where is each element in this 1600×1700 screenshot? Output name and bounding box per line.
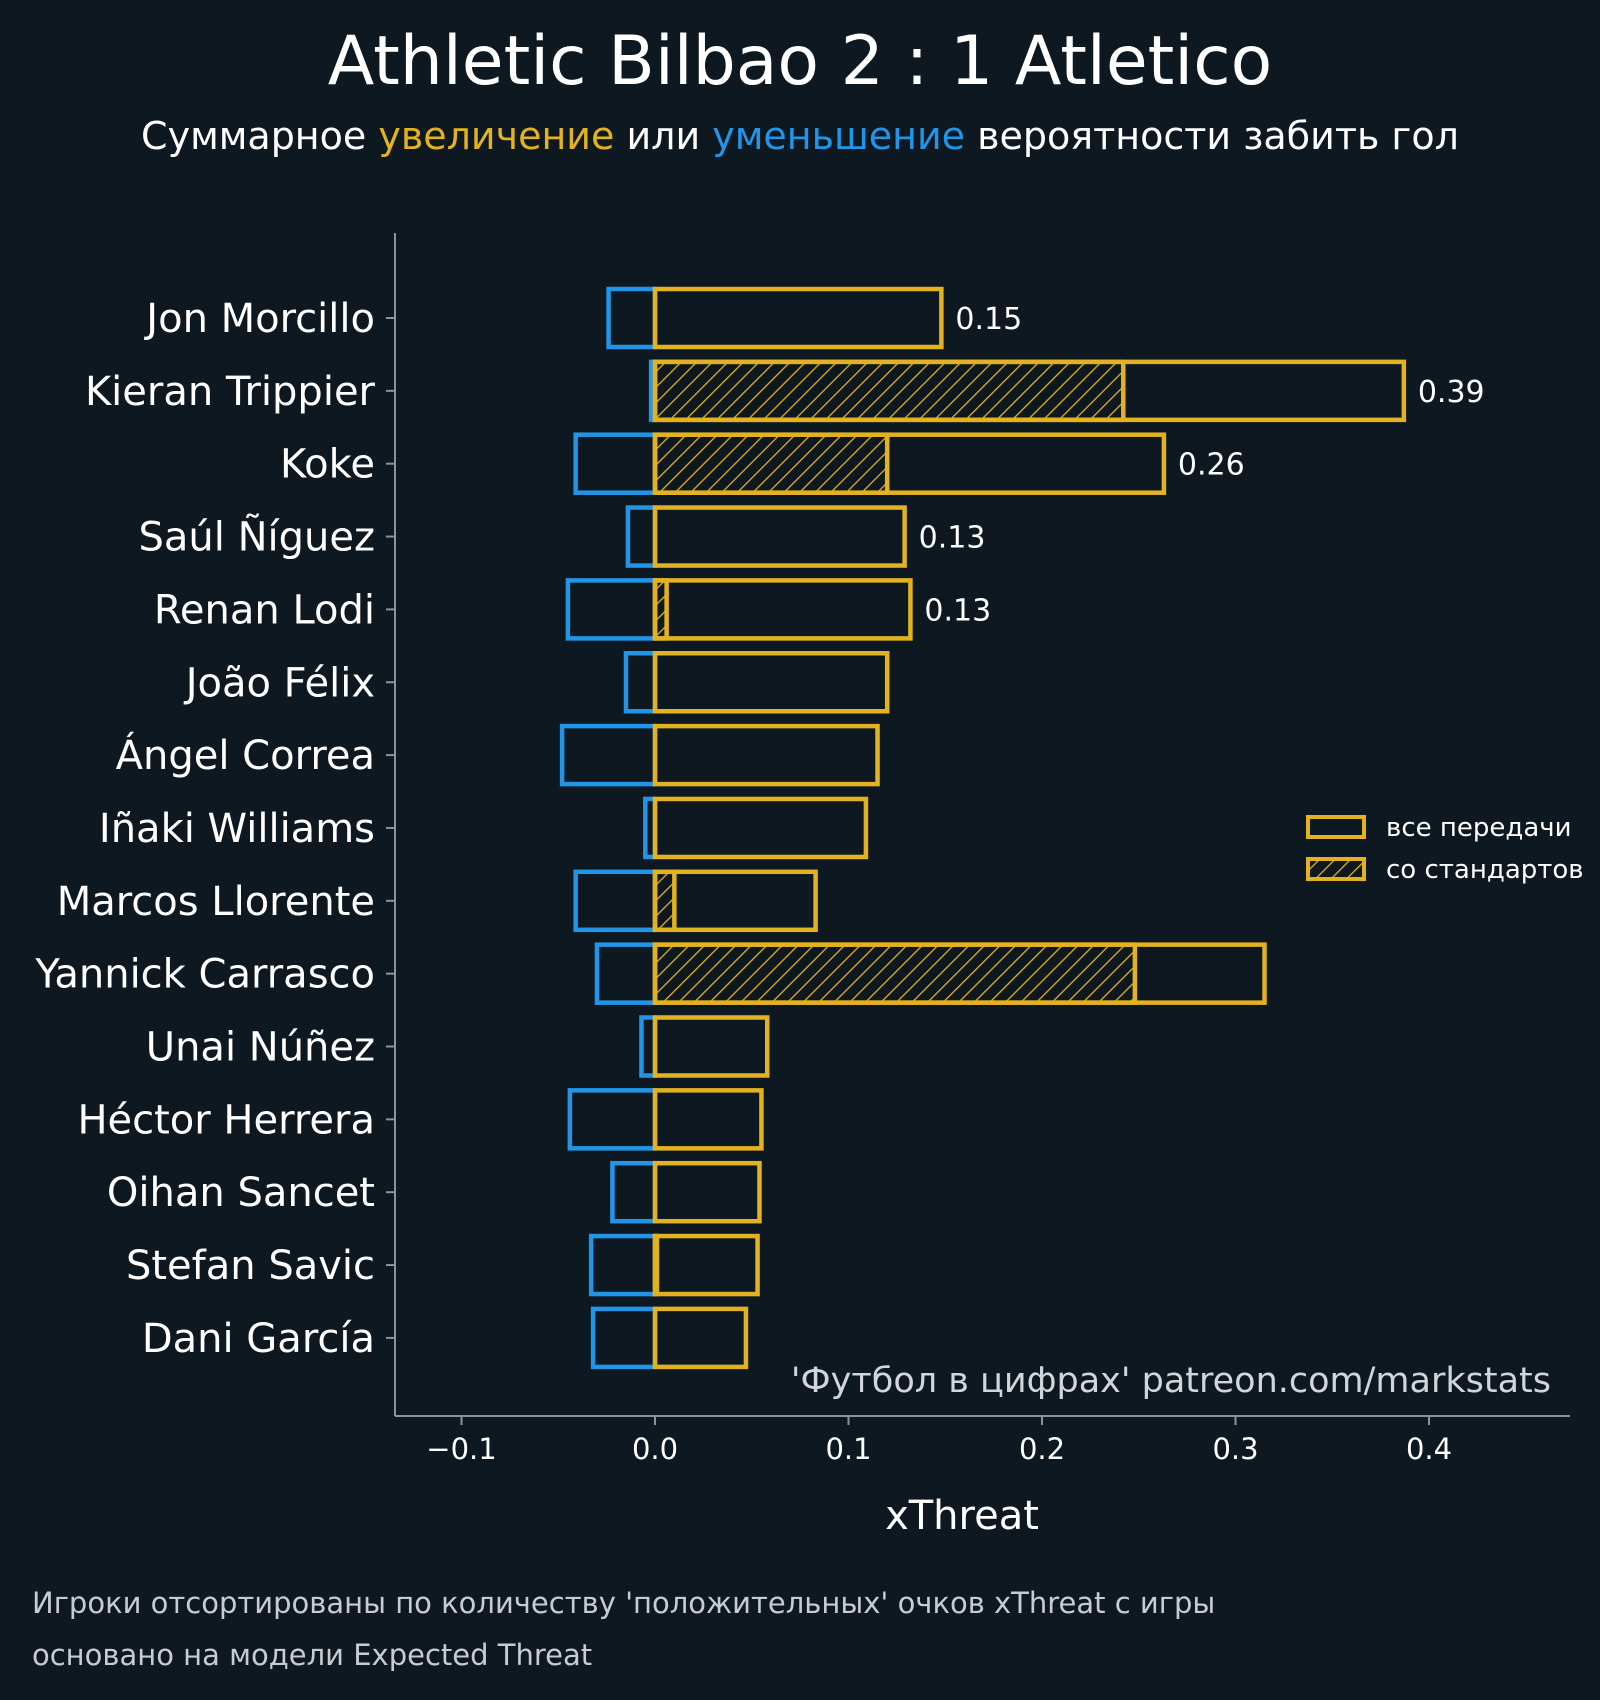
y-tick-label: Renan Lodi <box>154 587 375 633</box>
y-tick-label: Héctor Herrera <box>77 1097 375 1143</box>
bar-all-passes <box>652 1088 764 1151</box>
chart-subtitle: Суммарное увеличение или уменьшение веро… <box>0 114 1600 158</box>
bar-all-passes <box>652 578 913 641</box>
y-tick-label: Kieran Trippier <box>85 369 376 415</box>
bar-negative <box>588 1233 658 1297</box>
bar-all-passes <box>652 505 907 568</box>
bar-all-passes <box>652 1015 770 1078</box>
y-tick-label: Saúl Ñíguez <box>139 513 375 561</box>
subtitle-middle: или <box>614 114 713 158</box>
x-tick-label: −0.1 <box>426 1432 496 1466</box>
x-tick-label: 0.4 <box>1406 1432 1452 1466</box>
subtitle-increase-word: увеличение <box>378 114 615 158</box>
bar-value-label: 0.39 <box>1418 375 1485 410</box>
x-axis-label: xThreat <box>885 1493 1039 1539</box>
bar-set-pieces <box>652 432 890 495</box>
y-tick-label: Unai Núñez <box>146 1025 375 1071</box>
y-tick-label: Koke <box>280 442 375 488</box>
bar-set-pieces <box>652 942 1138 1005</box>
bar-negative <box>559 723 658 787</box>
bar-negative <box>565 578 658 641</box>
bar-all-passes <box>652 432 1167 495</box>
bar-all-passes <box>652 942 1267 1005</box>
y-tick-label: João Félix <box>183 660 375 706</box>
bar-all-passes <box>652 869 818 933</box>
y-tick-label: Oihan Sancet <box>107 1170 375 1216</box>
bar-value-label: 0.13 <box>924 593 991 628</box>
bar-negative <box>573 869 658 933</box>
bar-set-pieces <box>652 869 677 933</box>
bar-negative <box>625 505 658 568</box>
bar-all-passes <box>652 796 869 860</box>
bar-negative <box>573 432 658 495</box>
subtitle-decrease-word: уменьшение <box>712 114 966 158</box>
y-tick-label: Dani García <box>142 1316 375 1362</box>
y-tick-label: Iñaki Williams <box>99 806 375 852</box>
subtitle-prefix: Суммарное <box>141 114 379 158</box>
y-tick-label: Jon Morcillo <box>143 296 375 342</box>
bar-negative <box>594 942 658 1005</box>
x-tick-label: 0.2 <box>1019 1432 1065 1466</box>
footnote-sorting: Игроки отсортированы по количеству 'поло… <box>32 1586 1216 1620</box>
bar-negative <box>623 651 658 714</box>
bar-value-label: 0.26 <box>1178 448 1245 483</box>
bar-value-label: 0.13 <box>919 521 986 556</box>
bar-all-passes <box>652 1306 749 1370</box>
bar-all-passes <box>652 359 1407 423</box>
y-tick-label: Stefan Savic <box>126 1243 375 1289</box>
y-tick-label: Yannick Carrasco <box>34 952 375 998</box>
footnote-model: основано на модели Expected Threat <box>32 1638 593 1672</box>
bar-all-passes <box>652 286 944 350</box>
subtitle-suffix: вероятности забить гол <box>965 114 1459 158</box>
watermark-annotation: 'Футбол в цифрах' patreon.com/markstats <box>791 1361 1551 1401</box>
legend-swatch-all-passes <box>1306 815 1366 839</box>
bar-all-passes <box>652 1233 760 1297</box>
x-tick-label: 0.1 <box>825 1432 871 1466</box>
y-tick-label: Marcos Llorente <box>57 879 375 925</box>
bar-negative <box>610 1160 658 1224</box>
bar-value-label: 0.15 <box>955 302 1022 337</box>
legend-label-all-passes: все передачи <box>1386 813 1572 843</box>
bar-all-passes <box>652 1160 762 1224</box>
bar-negative <box>567 1088 658 1151</box>
bar-set-pieces <box>652 359 1126 423</box>
bar-negative <box>606 286 658 350</box>
bar-negative <box>590 1306 658 1370</box>
x-tick-label: 0.0 <box>632 1432 678 1466</box>
y-tick-label: Ángel Correa <box>116 731 375 779</box>
legend-swatch-set-pieces <box>1306 857 1366 881</box>
chart-title: Athletic Bilbao 2 : 1 Atletico <box>327 22 1273 101</box>
bar-all-passes <box>652 651 890 714</box>
bar-all-passes <box>652 723 880 787</box>
legend-label-set-pieces: со стандартов <box>1386 855 1584 885</box>
x-tick-label: 0.3 <box>1212 1432 1258 1466</box>
